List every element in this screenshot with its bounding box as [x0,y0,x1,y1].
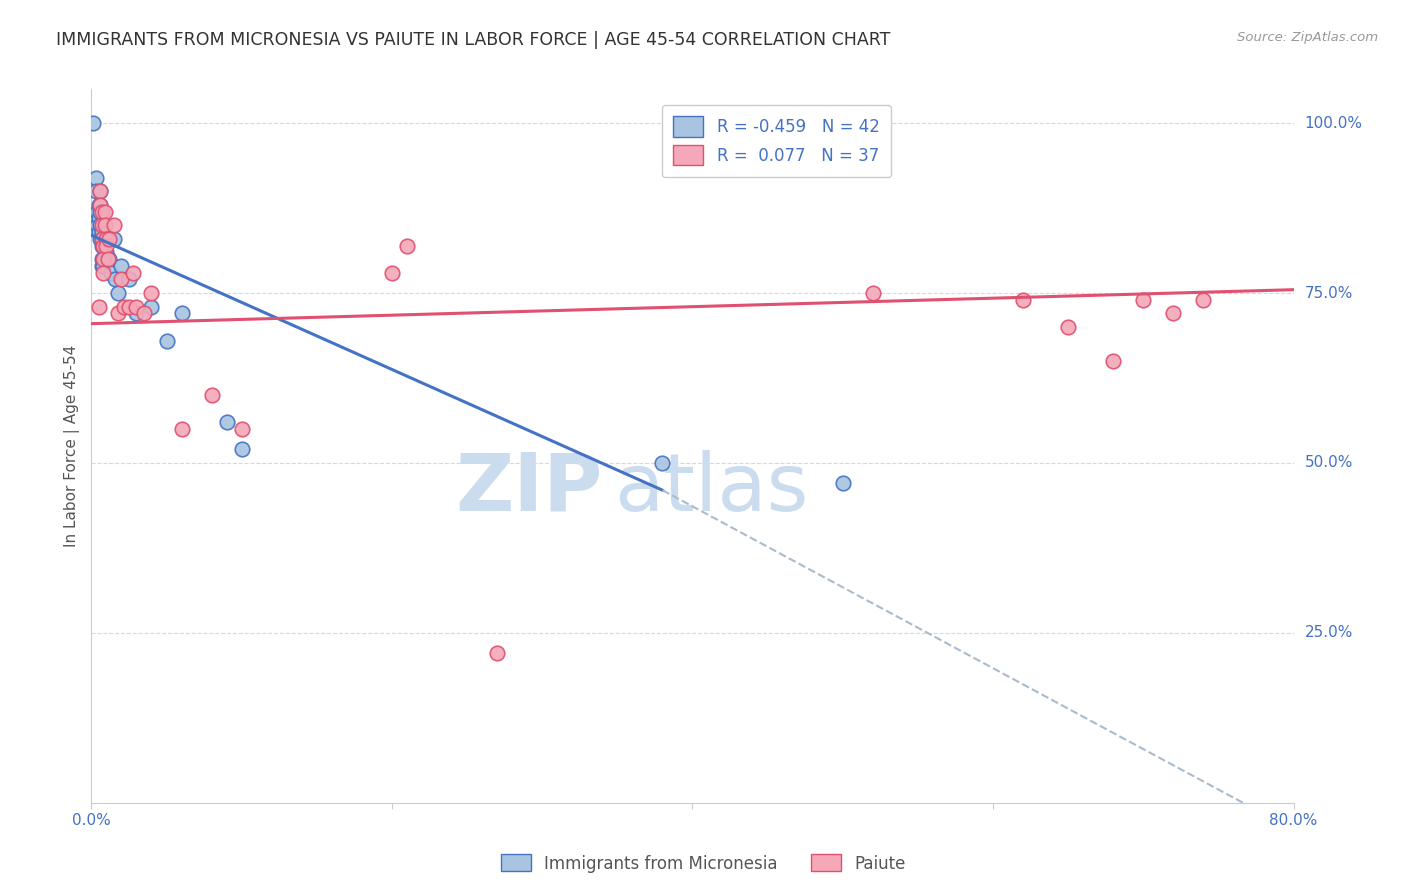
Point [103,232,125,246]
Point [1012,293,1035,307]
Point [103,218,125,232]
Point [381,266,404,280]
Point [82,116,104,130]
Point [1057,320,1080,334]
Point [125,306,148,320]
Point [104,272,127,286]
Point [89,184,111,198]
Legend: R = -0.459   N = 42, R =  0.077   N = 37: R = -0.459 N = 42, R = 0.077 N = 37 [662,104,891,177]
Point [98,252,121,266]
Point [94,218,117,232]
Point [831,476,853,491]
Point [93,238,115,252]
Point [118,300,141,314]
Point [96,245,118,260]
Point [94,204,117,219]
Point [231,442,253,457]
Point [155,334,177,348]
Point [862,286,884,301]
Point [231,422,253,436]
Text: 50.0%: 50.0% [1305,456,1353,470]
Point [93,266,115,280]
Point [93,259,115,273]
Point [110,272,132,286]
Point [201,388,224,402]
Point [87,225,110,239]
Point [87,300,110,314]
Point [1132,293,1154,307]
Point [84,184,107,198]
Point [215,415,238,429]
Point [87,198,110,212]
Point [93,232,115,246]
Point [96,232,118,246]
Point [114,300,136,314]
Point [170,422,193,436]
Point [98,232,121,246]
Point [93,252,115,266]
Point [89,198,111,212]
Legend: Immigrants from Micronesia, Paiute: Immigrants from Micronesia, Paiute [494,847,912,880]
Point [90,252,112,266]
Point [90,225,112,239]
Point [89,204,111,219]
Point [118,272,141,286]
Point [1161,306,1184,320]
Point [86,204,108,219]
Point [89,232,111,246]
Point [90,232,112,246]
Point [125,300,148,314]
Text: atlas: atlas [614,450,808,528]
Point [651,456,673,470]
Point [89,218,111,232]
Point [107,286,129,301]
Text: 100.0%: 100.0% [1305,116,1362,131]
Point [110,259,132,273]
Point [90,204,112,219]
Text: Source: ZipAtlas.com: Source: ZipAtlas.com [1237,31,1378,45]
Point [84,170,107,185]
Point [122,266,145,280]
Point [1102,354,1125,368]
Point [107,306,129,320]
Point [94,232,117,246]
Point [89,184,111,198]
Point [89,198,111,212]
Text: 25.0%: 25.0% [1305,625,1353,640]
Point [90,238,112,252]
Point [94,252,117,266]
Point [395,238,418,252]
Text: 75.0%: 75.0% [1305,285,1353,301]
Point [100,266,122,280]
Point [132,306,155,320]
Point [87,211,110,226]
Point [141,300,163,314]
Point [141,286,163,301]
Point [86,218,108,232]
Point [90,259,112,273]
Point [97,252,120,266]
Text: IMMIGRANTS FROM MICRONESIA VS PAIUTE IN LABOR FORCE | AGE 45-54 CORRELATION CHAR: IMMIGRANTS FROM MICRONESIA VS PAIUTE IN … [56,31,890,49]
Point [93,238,115,252]
Point [96,232,118,246]
Point [97,252,120,266]
Point [90,232,112,246]
Text: ZIP: ZIP [456,450,602,528]
Point [93,252,115,266]
Point [90,218,112,232]
Point [486,646,509,660]
Y-axis label: In Labor Force | Age 45-54: In Labor Force | Age 45-54 [65,345,80,547]
Point [170,306,193,320]
Point [96,238,118,252]
Point [1192,293,1215,307]
